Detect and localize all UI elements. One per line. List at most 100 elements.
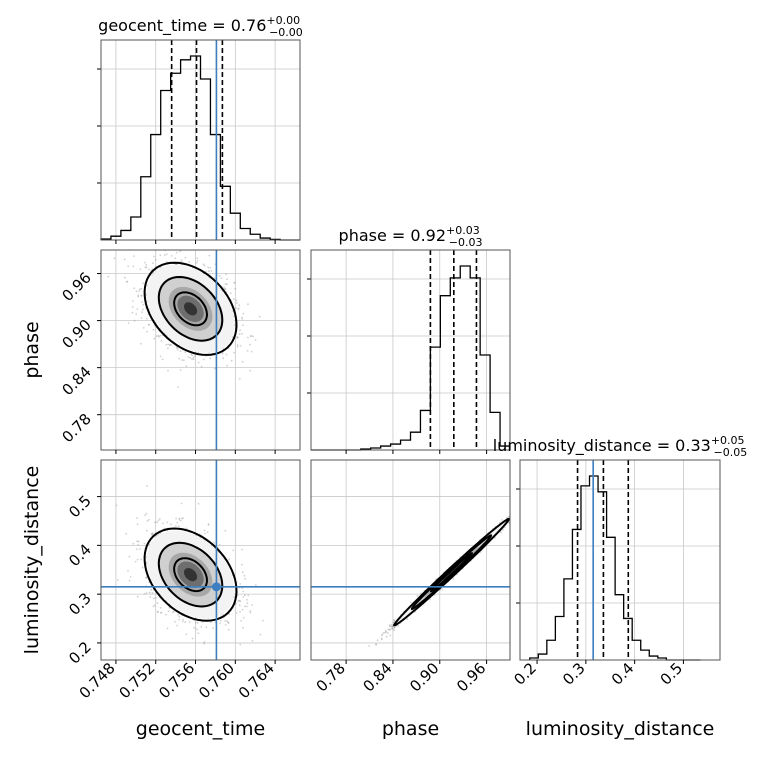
sample-point — [225, 273, 228, 276]
sample-point — [501, 519, 504, 521]
sample-point — [406, 618, 409, 621]
sample-point — [210, 621, 212, 624]
sample-point — [387, 632, 389, 634]
sample-point — [192, 358, 195, 360]
sample-point — [138, 290, 141, 292]
sample-point — [178, 518, 181, 521]
density-fill — [184, 568, 198, 582]
sample-point — [207, 524, 210, 526]
sample-point — [191, 637, 194, 640]
sample-point — [511, 515, 513, 517]
sample-point — [390, 625, 392, 628]
sample-point — [230, 359, 233, 362]
sample-point — [213, 367, 216, 370]
sample-point — [258, 315, 261, 318]
sample-point — [233, 281, 236, 284]
tick-label-phase: 0.78 — [58, 410, 94, 446]
tick-label-phase: 0.90 — [58, 316, 94, 352]
sample-point — [515, 512, 517, 514]
sample-point — [153, 337, 156, 340]
sample-point — [251, 604, 254, 606]
sample-point — [154, 521, 157, 524]
panel-frame — [310, 459, 511, 661]
sample-point — [134, 560, 137, 563]
sample-point — [144, 514, 147, 517]
tick-label-phase: 0.96 — [58, 269, 94, 305]
sample-point — [203, 642, 205, 645]
sample-point — [238, 377, 241, 380]
sample-point — [145, 577, 147, 579]
sample-point — [517, 507, 519, 509]
sample-point — [158, 335, 160, 338]
sample-point — [180, 259, 183, 262]
sample-point — [195, 262, 198, 264]
sample-point — [125, 532, 128, 535]
tick-label-luminosity_distance: 0.3 — [559, 659, 589, 689]
sample-point — [182, 618, 185, 621]
sample-point — [219, 622, 222, 625]
sample-point — [159, 606, 162, 609]
sample-point — [196, 621, 199, 624]
sample-point — [246, 602, 249, 605]
sample-point — [235, 299, 238, 302]
sample-point — [131, 306, 134, 308]
sample-point — [184, 256, 187, 259]
sample-point — [517, 512, 519, 514]
sample-point — [222, 357, 225, 360]
histogram-step — [100, 55, 300, 241]
contour-line — [143, 261, 238, 356]
sample-point — [236, 344, 239, 346]
sample-point — [239, 344, 242, 347]
sample-point — [228, 558, 231, 561]
sample-point — [381, 634, 383, 637]
sample-point — [136, 540, 139, 543]
sample-point — [513, 517, 515, 519]
sample-point — [123, 258, 126, 261]
sample-point — [107, 275, 110, 278]
sample-point — [127, 569, 129, 572]
density-layer — [368, 507, 523, 647]
sample-point — [226, 620, 229, 623]
tick-label-luminosity_distance: 0.5 — [65, 492, 95, 522]
sample-point — [156, 602, 159, 604]
histogram-step — [311, 265, 511, 451]
sample-point — [246, 350, 249, 352]
sample-point — [176, 521, 179, 524]
sample-point — [521, 507, 523, 509]
tick-label-luminosity_distance: 0.4 — [608, 659, 638, 689]
sample-point — [182, 517, 184, 519]
sample-point — [521, 514, 523, 516]
sample-point — [128, 555, 131, 558]
sample-point — [234, 287, 237, 290]
sample-point — [224, 624, 227, 626]
sample-point — [148, 591, 151, 594]
sample-point — [508, 515, 510, 518]
sample-point — [142, 327, 145, 329]
axis-label-y-phase: phase — [21, 321, 43, 378]
sample-point — [113, 257, 116, 260]
sample-point — [169, 343, 172, 346]
sample-point — [164, 613, 167, 616]
sample-point — [181, 517, 183, 520]
sample-point — [196, 628, 198, 631]
sample-point — [141, 311, 143, 313]
sample-point — [224, 619, 227, 622]
sample-point — [384, 631, 387, 634]
sample-point — [166, 627, 169, 630]
sample-point — [136, 595, 139, 598]
sample-point — [262, 619, 264, 622]
sample-point — [393, 626, 396, 629]
sample-point — [236, 335, 238, 338]
sample-point — [172, 610, 175, 613]
tick-label-phase: 0.78 — [313, 659, 349, 695]
sample-point — [159, 532, 162, 535]
sample-point — [139, 268, 142, 271]
sample-point — [133, 319, 136, 322]
sample-point — [155, 335, 158, 338]
sample-point — [243, 574, 246, 577]
sample-point — [259, 633, 262, 636]
sample-point — [238, 604, 241, 607]
tick-label-geocent_time: 0.756 — [155, 659, 198, 702]
sample-point — [177, 613, 180, 616]
sample-point — [500, 531, 502, 534]
